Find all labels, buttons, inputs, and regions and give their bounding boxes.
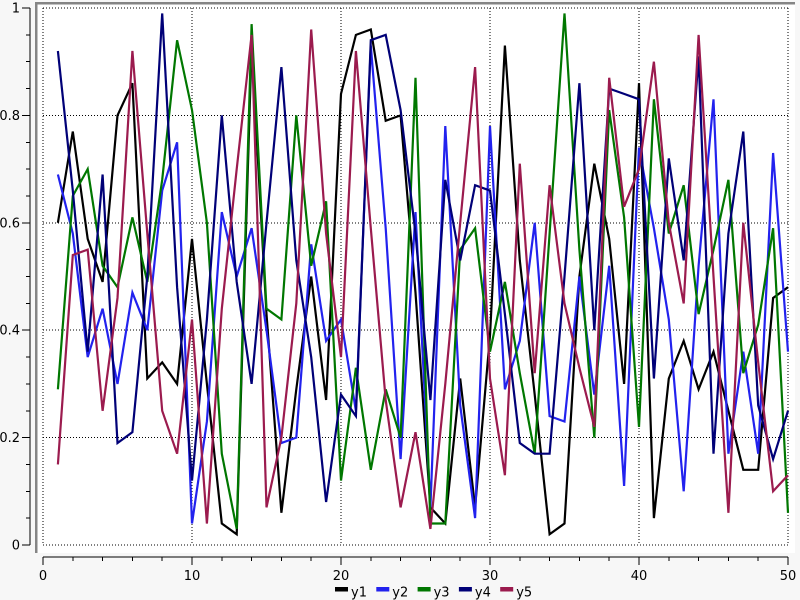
x-tick-label: 50 (780, 569, 797, 584)
series-lines (56, 13, 790, 537)
legend-item-y2: y2 (376, 586, 408, 600)
legend-swatch-y1 (335, 587, 348, 592)
legend-label-y3: y3 (434, 586, 450, 600)
legend-item-y3: y3 (417, 586, 450, 600)
legend-label-y5: y5 (516, 586, 532, 600)
y-tick-label: 0.2 (0, 431, 20, 446)
series-line-y5 (56, 29, 789, 530)
x-tick-label: 0 (39, 569, 47, 584)
legend-swatch-y2 (376, 587, 390, 592)
x-tick-label: 20 (333, 569, 350, 584)
legend-swatch-y4 (458, 587, 472, 592)
y-tick-label: 0.4 (0, 324, 20, 339)
y-tick-label: 0.6 (0, 216, 20, 231)
series-line-y2 (56, 45, 790, 524)
legend-label-y2: y2 (392, 586, 408, 600)
y-axis (22, 7, 31, 546)
legend-label-y1: y1 (351, 586, 367, 600)
x-tick-label: 10 (184, 569, 201, 584)
x-axis (42, 556, 789, 565)
legend-item-y5: y5 (500, 586, 532, 600)
x-tick-label: 30 (482, 569, 499, 584)
legend: y1 y2 y3 y4 y5 (335, 586, 532, 600)
y-tick-label: 0.8 (0, 109, 20, 124)
legend-item-y4: y4 (458, 586, 491, 600)
legend-label-y4: y4 (475, 586, 491, 600)
legend-swatch-y5 (500, 587, 514, 592)
x-tick-label: 40 (631, 569, 648, 584)
legend-swatch-y3 (417, 587, 431, 592)
legend-item-y1: y1 (335, 586, 367, 600)
y-tick-label: 0 (12, 539, 20, 554)
series-line-y1 (56, 28, 789, 537)
plot-frame (34, 1, 795, 553)
y-tick-label: 1 (12, 2, 20, 17)
